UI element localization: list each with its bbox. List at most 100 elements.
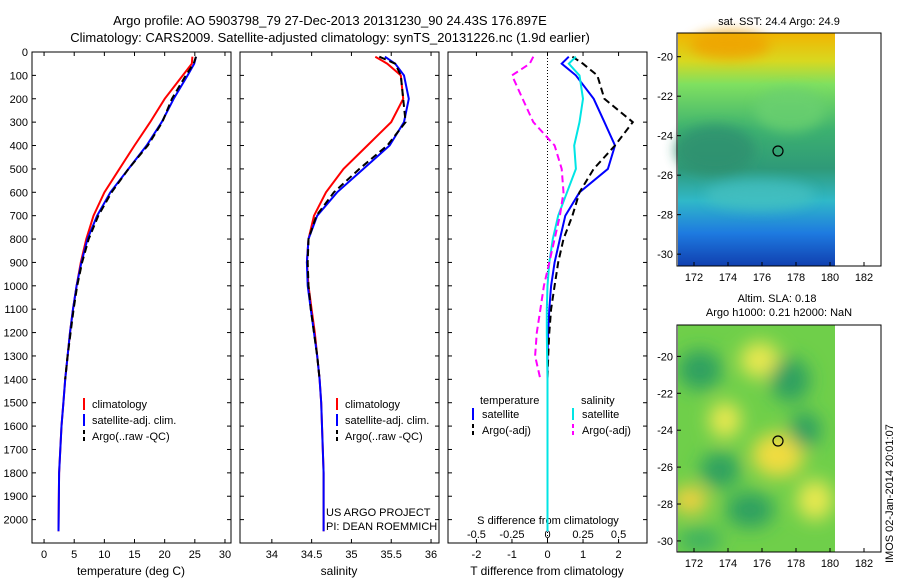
s-diff-tick-label: -0.25 — [499, 529, 524, 541]
temperature-xlabel: temperature (deg C) — [77, 564, 185, 578]
map-y-tick-label: -24 — [657, 131, 673, 143]
legend-s-argo: Argo(-adj) — [582, 425, 631, 437]
x-tick-label: 36 — [425, 549, 437, 561]
y-tick-label: 0 — [22, 47, 28, 59]
x-tick-label: 35.5 — [381, 549, 402, 561]
sla-map-title-2: Argo h1000: 0.21 h2000: NaN — [706, 307, 852, 319]
map-y-tick-label: -22 — [657, 388, 673, 400]
legend-header-salinity: salinity — [581, 395, 615, 407]
map-y-tick-label: -26 — [657, 462, 673, 474]
y-tick-label: 1900 — [4, 491, 28, 503]
sla-map-frame — [676, 324, 882, 553]
series-line-argo-adj- — [546, 55, 635, 380]
y-tick-label: 500 — [10, 164, 28, 176]
sla-map: Altim. SLA: 0.18 Argo h1000: 0.21 h2000:… — [657, 293, 882, 570]
y-tick-label: 200 — [10, 94, 28, 106]
sla-map-title-1: Altim. SLA: 0.18 — [738, 293, 817, 305]
y-tick-label: 300 — [10, 117, 28, 129]
x-tick-label: -2 — [472, 549, 482, 561]
x-tick-label: 34 — [266, 549, 278, 561]
y-tick-label: 1700 — [4, 444, 28, 456]
salinity-xlabel: salinity — [321, 564, 358, 578]
x-tick-label: 34.5 — [301, 549, 322, 561]
series-line-satellite-adj-clim- — [305, 55, 410, 532]
y-tick-label: 1300 — [4, 351, 28, 363]
map-y-tick-label: -28 — [657, 499, 673, 511]
legend-t-satellite: satellite — [482, 409, 519, 421]
y-tick-label: 100 — [10, 70, 28, 82]
map-x-tick-label: 172 — [685, 272, 703, 284]
salinity-legend: climatology satellite-adj. clim. Argo(..… — [336, 398, 429, 443]
s-diff-tick-label: 0.25 — [572, 529, 593, 541]
legend-satellite-adj: satellite-adj. clim. — [92, 415, 176, 427]
x-tick-label: -1 — [507, 549, 517, 561]
legend-t-argo: Argo(-adj) — [482, 425, 531, 437]
map-x-tick-label: 180 — [821, 272, 839, 284]
series-line-argo-raw-qc- — [306, 55, 407, 380]
temperature-legend: climatology satellite-adj. clim. Argo(..… — [83, 398, 176, 443]
legend-header-temperature: temperature — [480, 395, 539, 407]
y-tick-label: 700 — [10, 211, 28, 223]
sla-blobs — [678, 342, 833, 552]
series-line-satellite — [546, 55, 617, 532]
sst-map: sat. SST: 24.4 Argo: 24.9 172 174 176 178 18… — [657, 16, 882, 284]
legend-argo: Argo(..raw -QC) — [92, 431, 170, 443]
sla-land-mask — [835, 325, 881, 552]
x-tick-label: 0 — [41, 549, 47, 561]
map-x-tick-label: 176 — [753, 272, 771, 284]
legend-climatology: climatology — [345, 399, 401, 411]
series-line-climatology — [57, 56, 194, 532]
s-diff-tick-label: 0.5 — [611, 529, 626, 541]
map-y-tick-label: -26 — [657, 170, 673, 182]
map-x-tick-label: 182 — [855, 558, 873, 570]
legend-climatology: climatology — [92, 399, 148, 411]
s-diff-tick-label: 0 — [544, 529, 550, 541]
pi-label: PI: DEAN ROEMMICH — [326, 521, 437, 533]
map-x-tick-label: 180 — [821, 558, 839, 570]
map-x-tick-label: 178 — [787, 558, 805, 570]
title-line-1: Argo profile: AO 5903798_79 27-Dec-2013 … — [113, 13, 547, 28]
y-tick-label: 1100 — [4, 304, 28, 316]
x-tick-label: 1 — [580, 549, 586, 561]
y-tick-label: 1600 — [4, 421, 28, 433]
y-tick-label: 600 — [10, 187, 28, 199]
legend-satellite-adj: satellite-adj. clim. — [345, 415, 429, 427]
salinity-axes-frame — [239, 51, 440, 544]
x-tick-label: 20 — [159, 549, 171, 561]
imos-stamp: IMOS 02-Jan-2014 20:01:07 — [884, 424, 896, 563]
title-line-2: Climatology: CARS2009. Satellite-adjuste… — [70, 30, 590, 45]
map-x-tick-label: 182 — [855, 272, 873, 284]
y-tick-label: 1800 — [4, 468, 28, 480]
series-line-satellite — [545, 55, 585, 532]
x-tick-label: 25 — [189, 549, 201, 561]
series-line-argo-adj- — [510, 56, 565, 380]
x-tick-label: 35 — [345, 549, 357, 561]
legend-s-satellite: satellite — [582, 409, 619, 421]
series-line-climatology — [305, 55, 405, 532]
x-tick-label: 15 — [128, 549, 140, 561]
sst-texture — [675, 31, 825, 210]
sst-map-title: sat. SST: 24.4 Argo: 24.9 — [718, 16, 840, 28]
x-tick-label: 2 — [616, 549, 622, 561]
argo-location-marker — [772, 435, 784, 447]
y-tick-label: 400 — [10, 141, 28, 153]
y-tick-label: 1400 — [4, 374, 28, 386]
series-line-argo-raw-qc- — [64, 56, 197, 380]
y-tick-label: 1500 — [4, 398, 28, 410]
y-tick-label: 1000 — [4, 281, 28, 293]
difference-legend: temperature salinity satellite Argo(-adj… — [472, 395, 631, 437]
map-x-tick-label: 176 — [753, 558, 771, 570]
x-tick-label: 10 — [98, 549, 110, 561]
map-y-tick-label: -30 — [657, 536, 673, 548]
argo-location-marker — [772, 145, 784, 157]
salinity-panel: climatology satellite-adj. clim. Argo(..… — [239, 51, 440, 578]
project-label: US ARGO PROJECT — [326, 507, 431, 519]
map-y-tick-label: -28 — [657, 210, 673, 222]
map-y-tick-label: -24 — [657, 425, 673, 437]
x-tick-label: 0 — [544, 549, 550, 561]
y-tick-label: 2000 — [4, 515, 28, 527]
x-tick-label: 30 — [219, 549, 231, 561]
series-line-satellite-adj-clim- — [57, 56, 197, 532]
sst-map-frame — [676, 32, 882, 267]
s-diff-tick-label: -0.5 — [467, 529, 486, 541]
